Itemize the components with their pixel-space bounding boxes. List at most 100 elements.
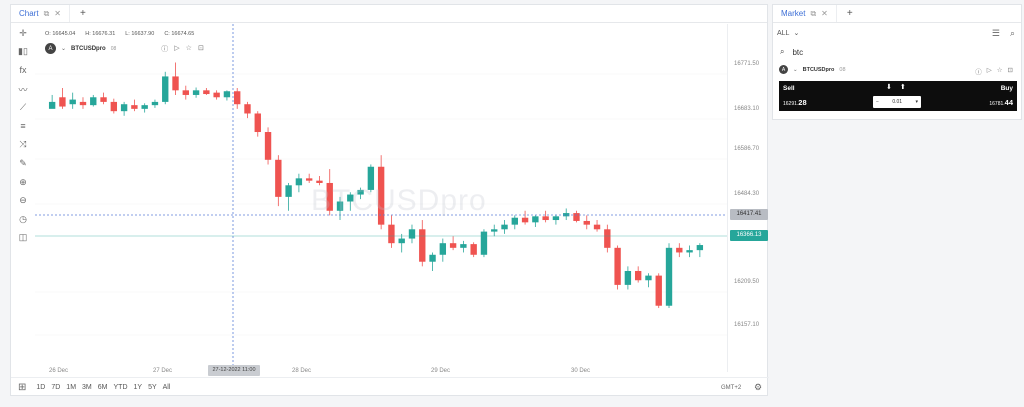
candles-icon[interactable]: ▮▯ — [18, 46, 28, 57]
add-tab-button[interactable]: + — [846, 8, 853, 19]
increment-button[interactable]: ▾ — [915, 99, 918, 105]
candle-body — [419, 229, 426, 262]
range-7d[interactable]: 7D — [51, 384, 61, 391]
market-search: ⌕ — [780, 47, 913, 57]
range-1m[interactable]: 1M — [66, 384, 77, 391]
star-icon[interactable]: ☆ — [185, 44, 192, 52]
quantity-stepper[interactable]: − 0.01 ▾ — [873, 96, 921, 108]
sell-price[interactable]: 16291.28 — [783, 98, 807, 107]
candle-body — [367, 166, 375, 190]
market-search-input[interactable] — [792, 47, 913, 57]
brush-icon[interactable]: ✎ — [19, 157, 27, 168]
symbol-suffix: 08 — [110, 45, 117, 52]
zoom-out-icon[interactable]: ⊖ — [19, 195, 27, 206]
range-3m[interactable]: 3M — [82, 384, 92, 391]
price-label: 16209.50 — [734, 279, 760, 285]
chevron-down-icon[interactable]: ⌄ — [793, 66, 798, 73]
play-icon[interactable]: ▷ — [986, 67, 992, 74]
star-icon[interactable]: ☆ — [996, 67, 1003, 74]
expand-icon[interactable]: ⊡ — [1007, 67, 1013, 74]
play-icon[interactable]: ▷ — [174, 44, 180, 52]
layout-grid-icon[interactable]: ⊞ — [18, 382, 27, 393]
info-icon[interactable]: ⓘ — [975, 69, 982, 76]
time-label: 28 Dec — [292, 368, 312, 374]
zoom-in-icon[interactable]: ⊕ — [19, 176, 27, 187]
range-1y[interactable]: 1Y — [133, 384, 143, 391]
price-axis[interactable]: 16771.50 16683.10 16586.70 16484.30 1641… — [727, 24, 769, 372]
candlestick-chart[interactable] — [35, 24, 727, 372]
market-filter-dropdown[interactable]: ALL ⌄ — [777, 29, 799, 38]
close-icon[interactable]: ✕ — [821, 9, 828, 18]
timezone-label[interactable]: GMT+2 — [721, 384, 742, 391]
tab-market[interactable]: Market ⧉ ✕ — [781, 5, 837, 22]
candle-body — [48, 101, 56, 109]
sell-button[interactable]: Sell — [783, 85, 795, 92]
time-label: 26 Dec — [49, 368, 69, 374]
candle-body — [665, 247, 673, 306]
price-label: 16683.10 — [734, 106, 760, 112]
candle-body — [655, 275, 662, 306]
candle-body — [305, 178, 313, 181]
add-tab-button[interactable]: + — [79, 8, 86, 19]
range-1d[interactable]: 1D — [36, 384, 46, 391]
candle-body — [491, 229, 498, 232]
pattern-icon[interactable]: ⤨ — [19, 139, 27, 150]
candle-body — [511, 217, 518, 225]
arrow-down-icon[interactable]: ⬇ — [886, 84, 892, 91]
fib-icon[interactable]: ≡ — [20, 121, 26, 132]
buy-price[interactable]: 16781.44 — [989, 98, 1013, 107]
candle-body — [326, 182, 333, 211]
ohlc-open: O: 16645.04 — [45, 31, 76, 37]
tab-chart[interactable]: Chart ⧉ ✕ — [19, 5, 70, 22]
indicators-icon[interactable]: fx — [19, 65, 27, 76]
time-label: 29 Dec — [431, 368, 451, 374]
expand-icon[interactable]: ⊡ — [197, 44, 204, 52]
chart-area[interactable]: BTCUSDpro — [35, 24, 727, 372]
candle-body — [244, 104, 251, 114]
time-label: 27 Dec — [153, 368, 173, 374]
range-5y[interactable]: 5Y — [148, 384, 157, 391]
buy-button[interactable]: Buy — [1000, 85, 1013, 92]
popout-icon[interactable]: ⧉ — [43, 8, 50, 18]
chevron-down-icon[interactable]: ⌄ — [61, 46, 67, 52]
ohlc-close: C: 16674.65 — [164, 31, 195, 37]
candle-body — [151, 101, 159, 106]
clock-icon[interactable]: ◷ — [19, 213, 27, 224]
market-symbol-name[interactable]: BTCUSDpro — [802, 66, 835, 73]
crosshair-icon[interactable]: ✛ — [19, 27, 27, 38]
decrement-button[interactable]: − — [876, 99, 879, 105]
gear-icon[interactable]: ⚙ — [754, 382, 763, 392]
menu-icon[interactable]: ☰ — [991, 28, 1000, 38]
wave-icon[interactable]: 〰 — [18, 84, 28, 95]
candle-body — [573, 213, 580, 221]
candle-body — [449, 243, 457, 248]
candle-body — [552, 216, 560, 221]
info-icon[interactable]: ⓘ — [161, 45, 169, 53]
sell-price-prefix: 16291. — [783, 101, 799, 107]
range-all[interactable]: All — [162, 384, 171, 391]
price-label: 16771.50 — [734, 61, 760, 67]
symbol-name[interactable]: BTCUSDpro — [71, 45, 106, 52]
camera-icon[interactable]: ◫ — [18, 232, 28, 243]
candle-body — [696, 245, 704, 251]
candle-body — [213, 92, 220, 98]
candle-body — [686, 250, 693, 253]
candle-body — [192, 90, 200, 95]
candle-body — [357, 189, 364, 195]
range-6m[interactable]: 6M — [97, 384, 108, 391]
market-filter-value: ALL — [777, 29, 790, 37]
candle-body — [162, 76, 169, 102]
candle-body — [120, 104, 128, 112]
range-ytd[interactable]: YTD — [113, 384, 128, 391]
candle-body — [295, 178, 303, 186]
candle-body — [583, 220, 590, 225]
search-icon[interactable]: ⌕ — [1009, 28, 1015, 38]
trendline-icon[interactable]: ⟋ — [19, 102, 27, 113]
close-icon[interactable]: ✕ — [54, 9, 61, 18]
symbol-logo: A — [779, 65, 788, 74]
market-symbol-row[interactable]: A ⌄ BTCUSDpro 08 — [779, 65, 846, 74]
candle-body — [501, 224, 508, 230]
chart-symbol-row: A ⌄ BTCUSDpro 08 ⓘ ▷ ☆ ⊡ — [45, 43, 204, 54]
arrow-up-icon[interactable]: ⬆ — [899, 84, 906, 91]
popout-icon[interactable]: ⧉ — [810, 8, 817, 18]
